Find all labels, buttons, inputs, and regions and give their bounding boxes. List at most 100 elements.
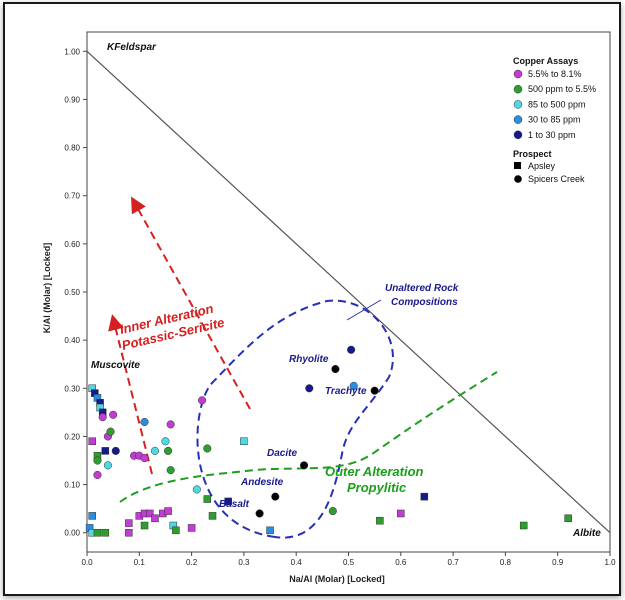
x-tick-label: 0.4 bbox=[291, 558, 303, 567]
legend-prospect-title: Prospect bbox=[513, 149, 552, 159]
data-point-spicers-creek bbox=[331, 364, 340, 374]
legend-label: Spicers Creek bbox=[528, 174, 585, 184]
data-point-apsley bbox=[208, 512, 217, 520]
data-point-apsley bbox=[519, 521, 528, 530]
chart-svg: 0.0 0.1 0.2 0.3 0.4 0.5 0.6 0.7 0.8 0.9 1.0 0.00 0.1… bbox=[42, 31, 616, 584]
kfeldspar-label: KFeldspar bbox=[107, 42, 157, 53]
data-point-spicers-creek bbox=[166, 466, 175, 475]
basalt-label: Basalt bbox=[219, 499, 250, 510]
muscovite-label: Muscovite bbox=[91, 360, 140, 371]
y-tick-label: 0.70 bbox=[64, 192, 80, 201]
data-point-spicers-creek bbox=[98, 413, 107, 422]
legend-label: Apsley bbox=[528, 161, 556, 171]
andesite-label: Andesite bbox=[240, 477, 284, 488]
data-point-spicers-creek bbox=[271, 492, 280, 501]
data-point-apsley bbox=[101, 528, 110, 537]
data-point-apsley bbox=[203, 495, 212, 503]
legend-marker-circle bbox=[514, 175, 522, 183]
data-point-spicers-creek bbox=[370, 386, 379, 395]
data-point-apsley bbox=[93, 528, 102, 537]
x-tick-label: 0.8 bbox=[500, 558, 512, 567]
dacite-label: Dacite bbox=[267, 448, 297, 459]
data-point-spicers-creek bbox=[203, 444, 212, 453]
x-tick-label: 0.0 bbox=[81, 558, 93, 567]
data-point-apsley bbox=[187, 524, 196, 532]
data-point-apsley bbox=[397, 509, 405, 518]
figure-frame: 0.0 0.1 0.2 0.3 0.4 0.5 0.6 0.7 0.8 0.9 1.0 0.00 0.1… bbox=[3, 2, 621, 596]
data-point-spicers-creek bbox=[103, 461, 112, 470]
data-point-spicers-creek bbox=[192, 485, 201, 494]
x-tick-label: 0.9 bbox=[552, 558, 564, 567]
data-point-spicers-creek bbox=[140, 417, 149, 427]
legend-marker-square bbox=[514, 162, 521, 169]
data-point-spicers-creek bbox=[161, 437, 170, 446]
y-tick-label: 0.60 bbox=[64, 240, 80, 249]
kfeldspar-albite-line bbox=[86, 50, 611, 534]
unaltered-label-leader bbox=[346, 299, 382, 321]
data-point-apsley bbox=[224, 497, 232, 506]
data-point-spicers-creek bbox=[150, 446, 160, 455]
albite-label: Albite bbox=[572, 528, 601, 539]
data-point-apsley bbox=[125, 519, 133, 527]
data-point-apsley bbox=[101, 447, 110, 455]
trachyte-label: Trachyte bbox=[325, 386, 367, 397]
y-tick-label: 0.30 bbox=[64, 384, 80, 393]
outer-alteration-trend bbox=[119, 371, 498, 503]
data-point-apsley bbox=[172, 526, 180, 535]
data-point-spicers-creek bbox=[93, 470, 102, 480]
x-axis-title: Na/Al (Molar) [Locked] bbox=[289, 574, 385, 584]
inner-alteration-arrow-secondary bbox=[108, 314, 153, 475]
data-point-spicers-creek bbox=[164, 446, 173, 455]
y-tick-label: 0.50 bbox=[64, 288, 80, 297]
data-point-spicers-creek bbox=[328, 507, 337, 516]
data-point-apsley bbox=[420, 492, 429, 501]
legend-label: 1 to 30 ppm bbox=[528, 130, 576, 140]
legend-swatch bbox=[513, 130, 523, 140]
plot-area: 0.0 0.1 0.2 0.3 0.4 0.5 0.6 0.7 0.8 0.9 1.0 0.00 0.1… bbox=[64, 31, 616, 567]
unaltered-label-line2: Compositions bbox=[391, 297, 458, 308]
legend-label: 30 to 85 ppm bbox=[528, 115, 581, 125]
y-tick-label: 0.10 bbox=[64, 481, 80, 490]
data-point-spicers-creek bbox=[198, 396, 207, 405]
data-point-spicers-creek bbox=[166, 420, 175, 429]
legend-swatch bbox=[513, 69, 523, 79]
rhyolite-label: Rhyolite bbox=[289, 354, 329, 365]
data-point-apsley bbox=[125, 528, 133, 537]
x-tick-label: 0.1 bbox=[134, 558, 146, 567]
data-point-apsley bbox=[564, 514, 572, 523]
y-tick-label: 0.80 bbox=[64, 144, 80, 153]
data-point-apsley bbox=[376, 516, 384, 525]
x-tick-label: 0.7 bbox=[448, 558, 460, 567]
legend-label: 5.5% to 8.1% bbox=[528, 69, 582, 79]
y-tick-label: 0.20 bbox=[64, 432, 80, 441]
data-point-spicers-creek bbox=[109, 410, 118, 419]
data-point-spicers-creek bbox=[140, 454, 149, 463]
legend-swatch bbox=[513, 100, 523, 109]
legend-swatch bbox=[513, 84, 523, 94]
y-tick-label: 0.40 bbox=[64, 336, 80, 345]
data-point-spicers-creek bbox=[255, 509, 264, 518]
y-axis-title: K/Al (Molar) [Locked] bbox=[42, 243, 52, 334]
legend-label: 500 ppm to 5.5% bbox=[528, 84, 596, 94]
x-tick-label: 1.0 bbox=[604, 558, 616, 567]
data-point-spicers-creek bbox=[305, 384, 314, 393]
data-point-apsley bbox=[164, 507, 172, 515]
legend: Copper Assays 5.5% to 8.1% 500 ppm to 5.5… bbox=[513, 56, 596, 184]
data-point-spicers-creek bbox=[93, 456, 102, 465]
data-point-spicers-creek bbox=[347, 345, 356, 354]
outer-alteration-label-line1: Outer Alteration bbox=[325, 464, 424, 479]
data-point-apsley bbox=[146, 509, 154, 518]
data-point-spicers-creek bbox=[111, 446, 120, 455]
legend-assay-title: Copper Assays bbox=[513, 56, 578, 66]
inner-alteration-arrow-main bbox=[131, 196, 251, 410]
data-point-apsley bbox=[240, 437, 248, 446]
x-tick-label: 0.6 bbox=[395, 558, 407, 567]
data-point-apsley bbox=[88, 512, 96, 520]
y-tick-label: 1.00 bbox=[64, 47, 80, 56]
data-point-apsley bbox=[88, 437, 96, 446]
data-point-apsley bbox=[140, 521, 149, 530]
legend-label: 85 to 500 ppm bbox=[528, 99, 586, 109]
data-point-apsley bbox=[151, 514, 159, 523]
y-tick-label: 0.90 bbox=[64, 95, 80, 104]
unaltered-label-line1: Unaltered Rock bbox=[385, 283, 459, 294]
